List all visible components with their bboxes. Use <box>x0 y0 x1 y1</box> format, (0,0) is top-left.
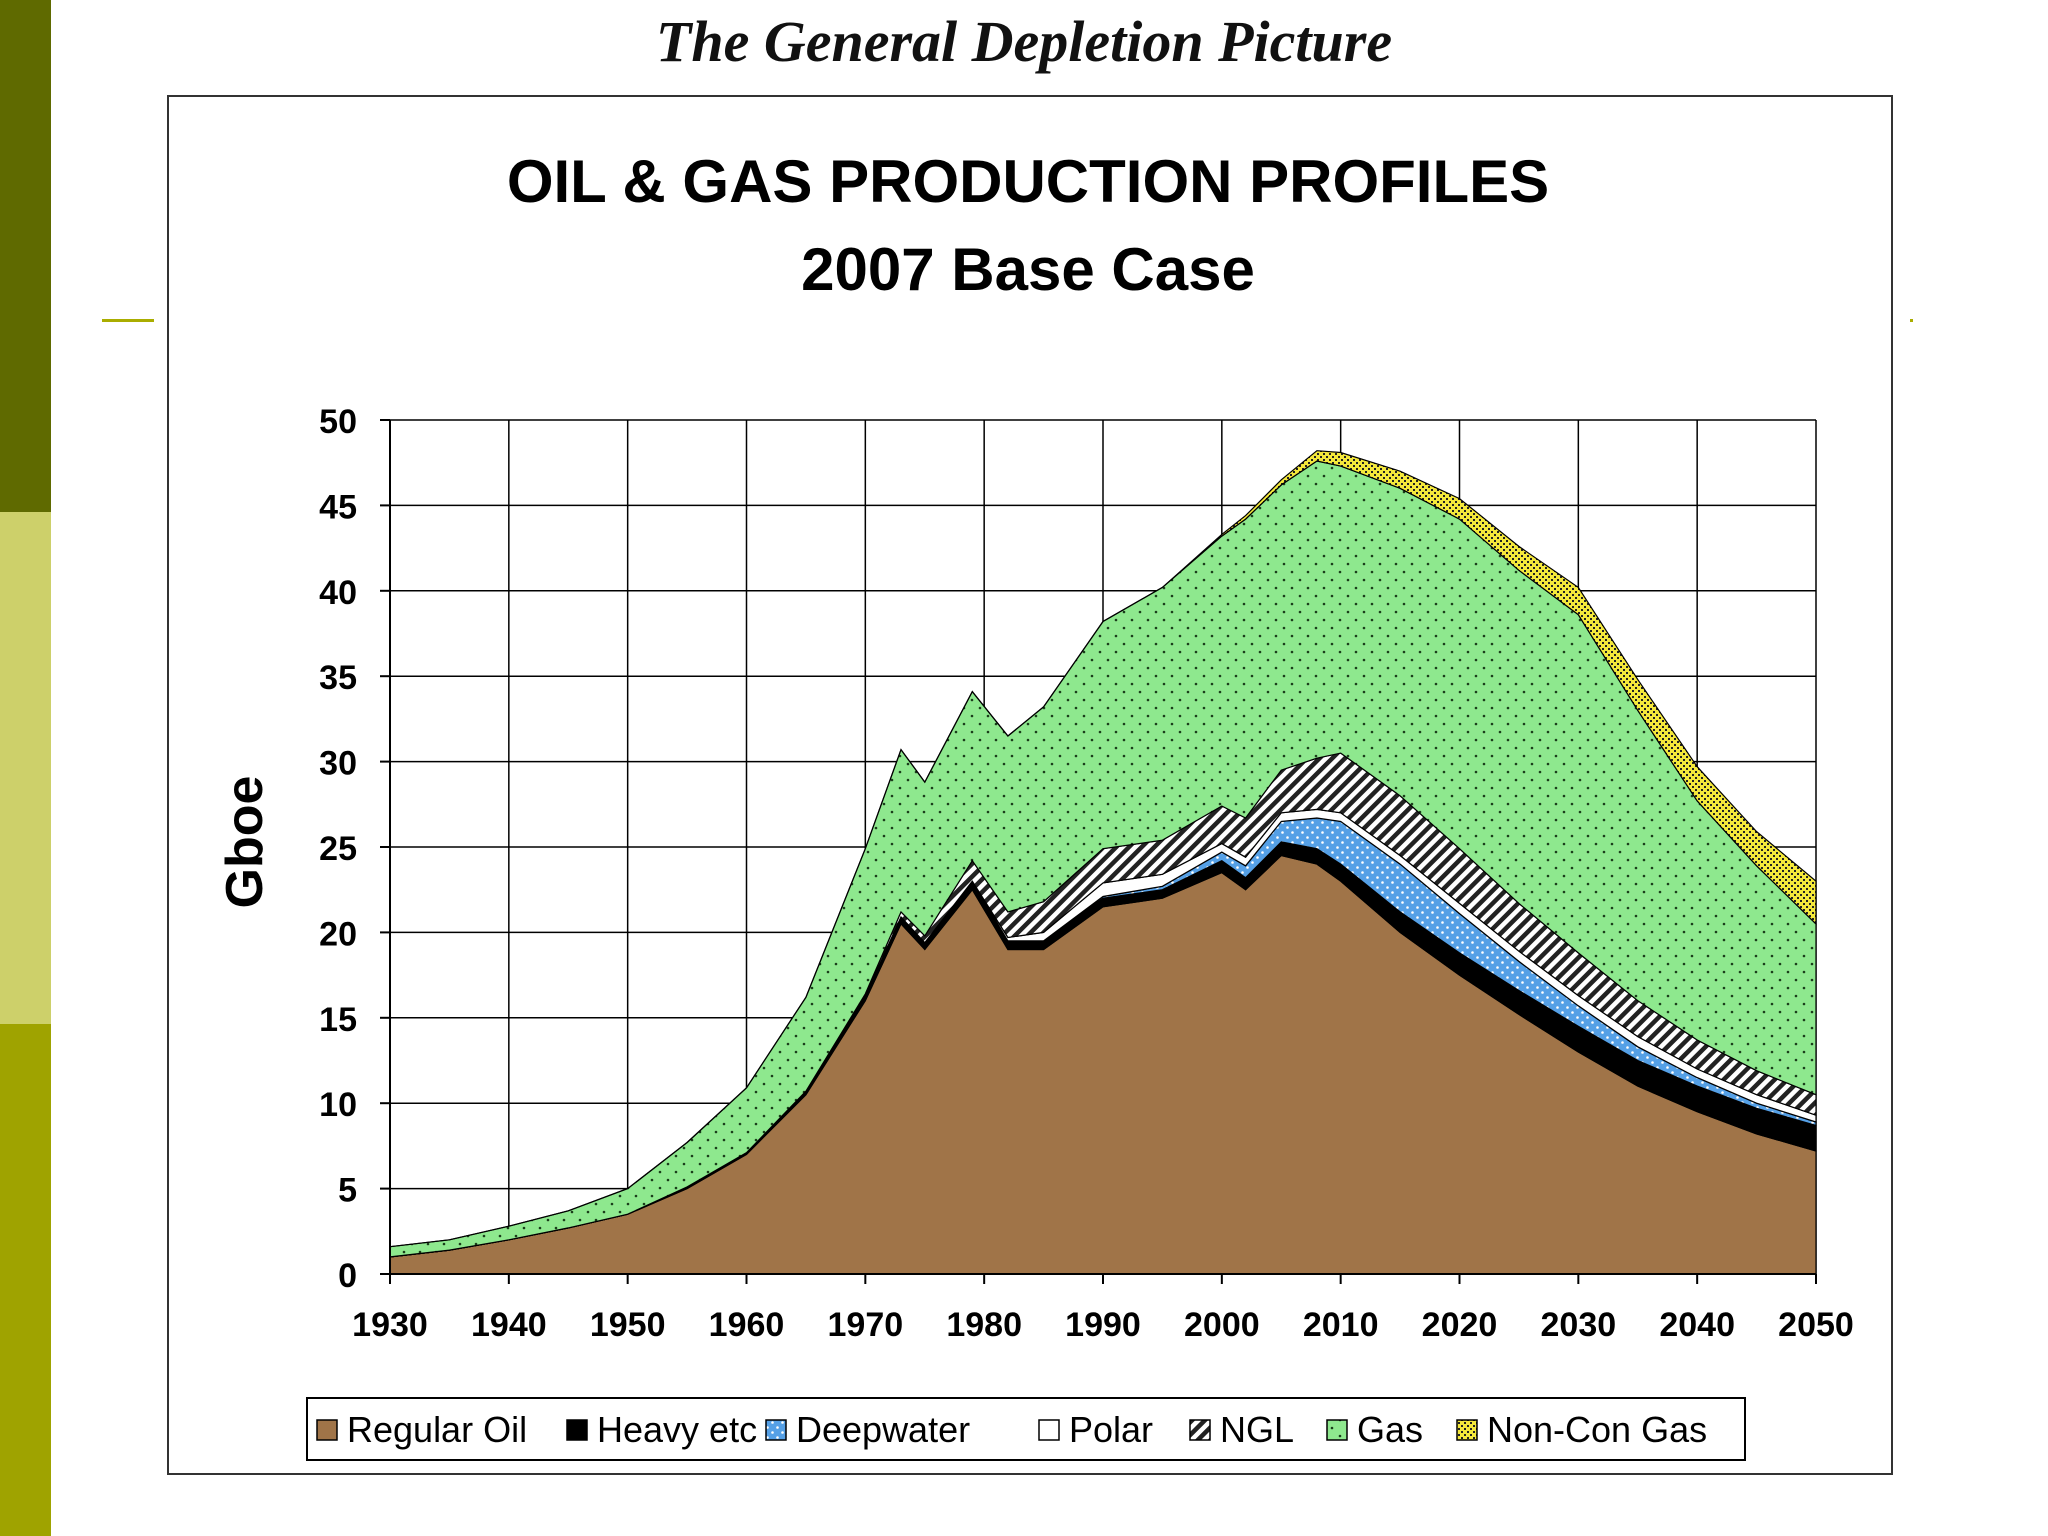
legend-swatch-non-con-gas <box>1456 1419 1478 1441</box>
y-tick-label: 10 <box>319 1086 357 1124</box>
x-tick-label: 2000 <box>1184 1306 1260 1344</box>
accent-band-middle <box>0 512 51 1024</box>
legend-label-gas: Gas <box>1357 1409 1423 1450</box>
title-rule-left <box>102 319 154 322</box>
x-tick-label: 2040 <box>1659 1306 1735 1344</box>
area-non-con-gas <box>389 450 1817 1248</box>
chart-title: OIL & GAS PRODUCTION PROFILES <box>507 148 1549 215</box>
x-tick-label: 1990 <box>1065 1306 1141 1344</box>
chart-subtitle: 2007 Base Case <box>801 236 1255 303</box>
x-tick-label: 1950 <box>590 1306 666 1344</box>
y-tick-label: 0 <box>338 1257 357 1295</box>
x-tick-label: 1980 <box>946 1306 1022 1344</box>
slide-title: The General Depletion Picture <box>655 9 1393 74</box>
legend-swatch-polar <box>1038 1419 1060 1441</box>
accent-band-bottom <box>0 1024 51 1536</box>
y-tick-label: 15 <box>319 1001 357 1039</box>
x-tick-label: 1930 <box>352 1306 428 1344</box>
legend-swatch-ngl <box>1189 1419 1211 1441</box>
legend-label-regular-oil: Regular Oil <box>347 1409 527 1450</box>
stacked-areas <box>389 450 1817 1275</box>
y-tick-label: 30 <box>319 745 357 783</box>
x-tick-label: 2050 <box>1778 1306 1854 1344</box>
legend-box <box>306 1397 1746 1461</box>
legend-label-polar: Polar <box>1069 1409 1153 1450</box>
x-tick-label: 2030 <box>1541 1306 1617 1344</box>
legend-label-heavy-etc: Heavy etc <box>597 1409 757 1450</box>
y-tick-label: 45 <box>319 488 357 526</box>
y-tick-label: 35 <box>319 659 357 697</box>
y-tick-label: 5 <box>338 1172 357 1210</box>
legend-label-non-con-gas: Non-Con Gas <box>1487 1409 1707 1450</box>
x-tick-label: 2020 <box>1422 1306 1498 1344</box>
legend-label-ngl: NGL <box>1220 1409 1294 1450</box>
x-tick-label: 1960 <box>709 1306 785 1344</box>
legend-swatch-deepwater <box>765 1419 787 1441</box>
legend-swatch-regular-oil <box>316 1419 338 1441</box>
x-tick-label: 1940 <box>471 1306 547 1344</box>
legend-swatch-heavy-etc <box>566 1419 588 1441</box>
legend-swatch-gas <box>1326 1419 1348 1441</box>
y-tick-label: 40 <box>319 574 357 612</box>
legend: Regular Oil Heavy etc Deepwater Polar NGL Gas… <box>306 1397 1746 1461</box>
y-tick-label: 20 <box>319 915 357 953</box>
tick-labels: 0 5 10 15 20 25 30 35 40 45 50 1930 1940 1950 1960 1970… <box>319 403 1854 1344</box>
title-rule-right <box>1910 319 1913 322</box>
accent-band-top <box>0 0 51 512</box>
x-tick-label: 2010 <box>1303 1306 1379 1344</box>
legend-label-deepwater: Deepwater <box>796 1409 970 1450</box>
axes <box>380 419 1817 1284</box>
y-tick-label: 50 <box>319 403 357 441</box>
x-tick-label: 1970 <box>828 1306 904 1344</box>
y-axis-label: Gboe <box>216 776 274 909</box>
y-tick-label: 25 <box>319 830 357 868</box>
